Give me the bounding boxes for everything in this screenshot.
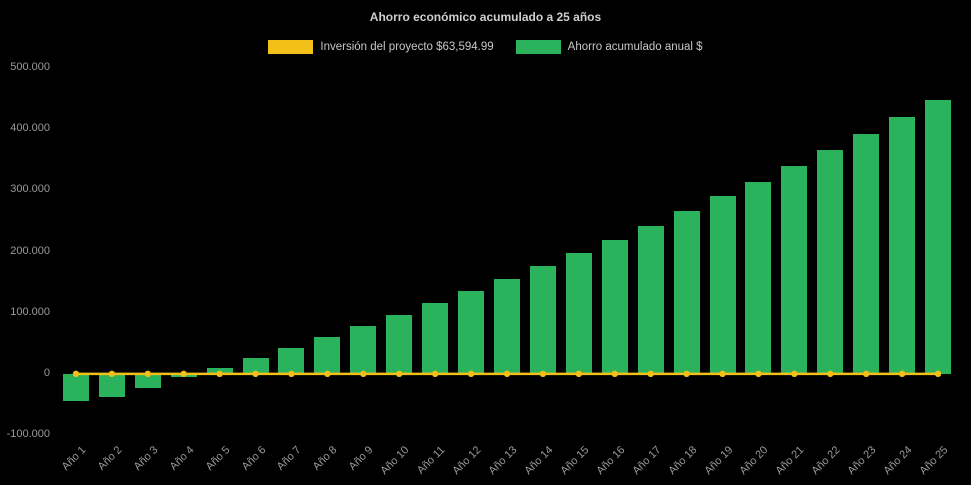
bar-año-1 (62, 373, 89, 402)
bar-año-13 (494, 279, 520, 374)
legend-item-savings[interactable]: Ahorro acumulado anual $ (515, 40, 703, 54)
y-axis-tick-label: 500.000 (10, 61, 50, 73)
legend-label-savings: Ahorro acumulado anual $ (567, 41, 703, 53)
bar-año-15 (565, 253, 592, 374)
chart-title: Ahorro económico acumulado a 25 años (369, 10, 602, 24)
bar-año-14 (529, 266, 556, 374)
y-axis-tick-label: 300.000 (10, 183, 50, 196)
bar-año-9 (350, 325, 377, 374)
y-axis-tick-label: 400.000 (10, 122, 50, 135)
y-axis-tick-label: 0 (43, 366, 50, 379)
legend-item-investment[interactable]: Inversión del proyecto $63,594.99 (268, 40, 494, 54)
bar-año-3 (134, 373, 161, 388)
bar-año-22 (817, 149, 844, 374)
bar-año-11 (422, 302, 449, 374)
bar-año-18 (673, 211, 700, 374)
legend-swatch-savings-icon (515, 40, 561, 54)
y-axis-tick-label: 200.000 (10, 244, 50, 257)
bar-año-24 (889, 116, 916, 374)
y-axis-tick-label: -100.000 (6, 428, 50, 440)
bar-año-4 (170, 373, 197, 378)
bar-año-23 (853, 134, 880, 374)
y-axis-tick-label: 100.000 (10, 305, 50, 318)
bar-año-17 (637, 225, 664, 374)
bar-año-5 (206, 368, 233, 374)
bar-año-21 (781, 165, 808, 374)
bar-año-20 (745, 181, 772, 374)
legend-swatch-investment-icon (268, 40, 314, 54)
bar-año-8 (314, 336, 341, 374)
x-axis-tick-label: Año 1 (59, 444, 89, 473)
bar-año-19 (709, 196, 736, 374)
bar-año-10 (386, 314, 413, 374)
bar-año-6 (242, 357, 269, 374)
bar-año-16 (601, 239, 628, 374)
bar-año-12 (458, 291, 485, 374)
legend: Inversión del proyecto $63,594.99 Ahorro… (0, 40, 971, 54)
bar-año-7 (278, 347, 305, 374)
bar-año-2 (98, 373, 125, 398)
legend-label-investment: Inversión del proyecto $63,594.99 (320, 41, 494, 53)
bar-año-25 (925, 99, 952, 374)
